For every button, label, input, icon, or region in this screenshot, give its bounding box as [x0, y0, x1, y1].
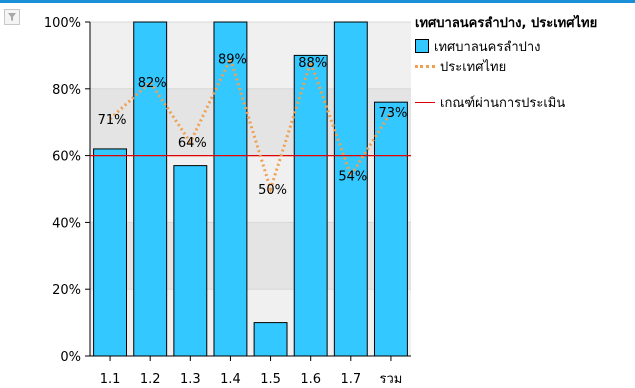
- legend-bar-swatch: [415, 39, 429, 53]
- data-label: 50%: [258, 183, 287, 198]
- data-label: 88%: [298, 56, 327, 71]
- legend-title: เทศบาลนครลำปาง, ประเทศไทย: [415, 16, 598, 31]
- bar: [373, 101, 408, 357]
- bar: [173, 165, 208, 357]
- data-label: 73%: [378, 106, 407, 121]
- y-tick-label: 20%: [52, 283, 81, 298]
- bar: [253, 322, 288, 357]
- legend-item-threshold[interactable]: เกณฑ์ผ่านการประเมิน: [415, 92, 635, 112]
- bar: [213, 21, 248, 357]
- data-label: 54%: [338, 170, 367, 185]
- x-tick-label: 1.7: [340, 372, 361, 387]
- bar: [93, 148, 128, 357]
- y-tick-label: 80%: [52, 83, 81, 98]
- data-label: 71%: [98, 113, 127, 128]
- y-tick-label: 60%: [52, 150, 81, 165]
- y-tick-label: 100%: [44, 16, 81, 31]
- data-label: 89%: [218, 53, 247, 68]
- x-tick-label: 1.2: [140, 372, 161, 387]
- y-tick-label: 40%: [52, 216, 81, 231]
- thailand-line: [109, 54, 393, 195]
- x-tick-label: รวม: [380, 372, 403, 387]
- legend-item-municipality[interactable]: เทศบาลนครลำปาง: [415, 36, 635, 56]
- filter-funnel-icon: [8, 13, 16, 21]
- bar: [293, 54, 328, 357]
- x-tick-label: 1.1: [100, 372, 121, 387]
- data-label: 82%: [138, 76, 167, 91]
- x-tick-label: 1.6: [300, 372, 321, 387]
- legend-item-thailand[interactable]: ประเทศไทย: [415, 56, 635, 76]
- legend-dotted-line-swatch: [415, 64, 435, 68]
- legend-label-thailand: ประเทศไทย: [440, 59, 507, 75]
- bar: [133, 21, 168, 357]
- accent-top-bar: [0, 0, 635, 3]
- y-tick-label: 0%: [60, 350, 81, 365]
- legend-label-threshold: เกณฑ์ผ่านการประเมิน: [440, 95, 566, 111]
- legend-threshold-line-swatch: [415, 101, 435, 103]
- filter-button[interactable]: [4, 9, 20, 25]
- x-tick-label: 1.4: [220, 372, 241, 387]
- bar: [333, 21, 368, 357]
- legend: เทศบาลนครลำปาง, ประเทศไทย เทศบาลนครลำปาง…: [415, 12, 635, 112]
- x-tick-label: 1.3: [180, 372, 201, 387]
- x-tick-label: 1.5: [260, 372, 281, 387]
- legend-label-municipality: เทศบาลนครลำปาง: [434, 39, 541, 55]
- data-label: 64%: [178, 136, 207, 151]
